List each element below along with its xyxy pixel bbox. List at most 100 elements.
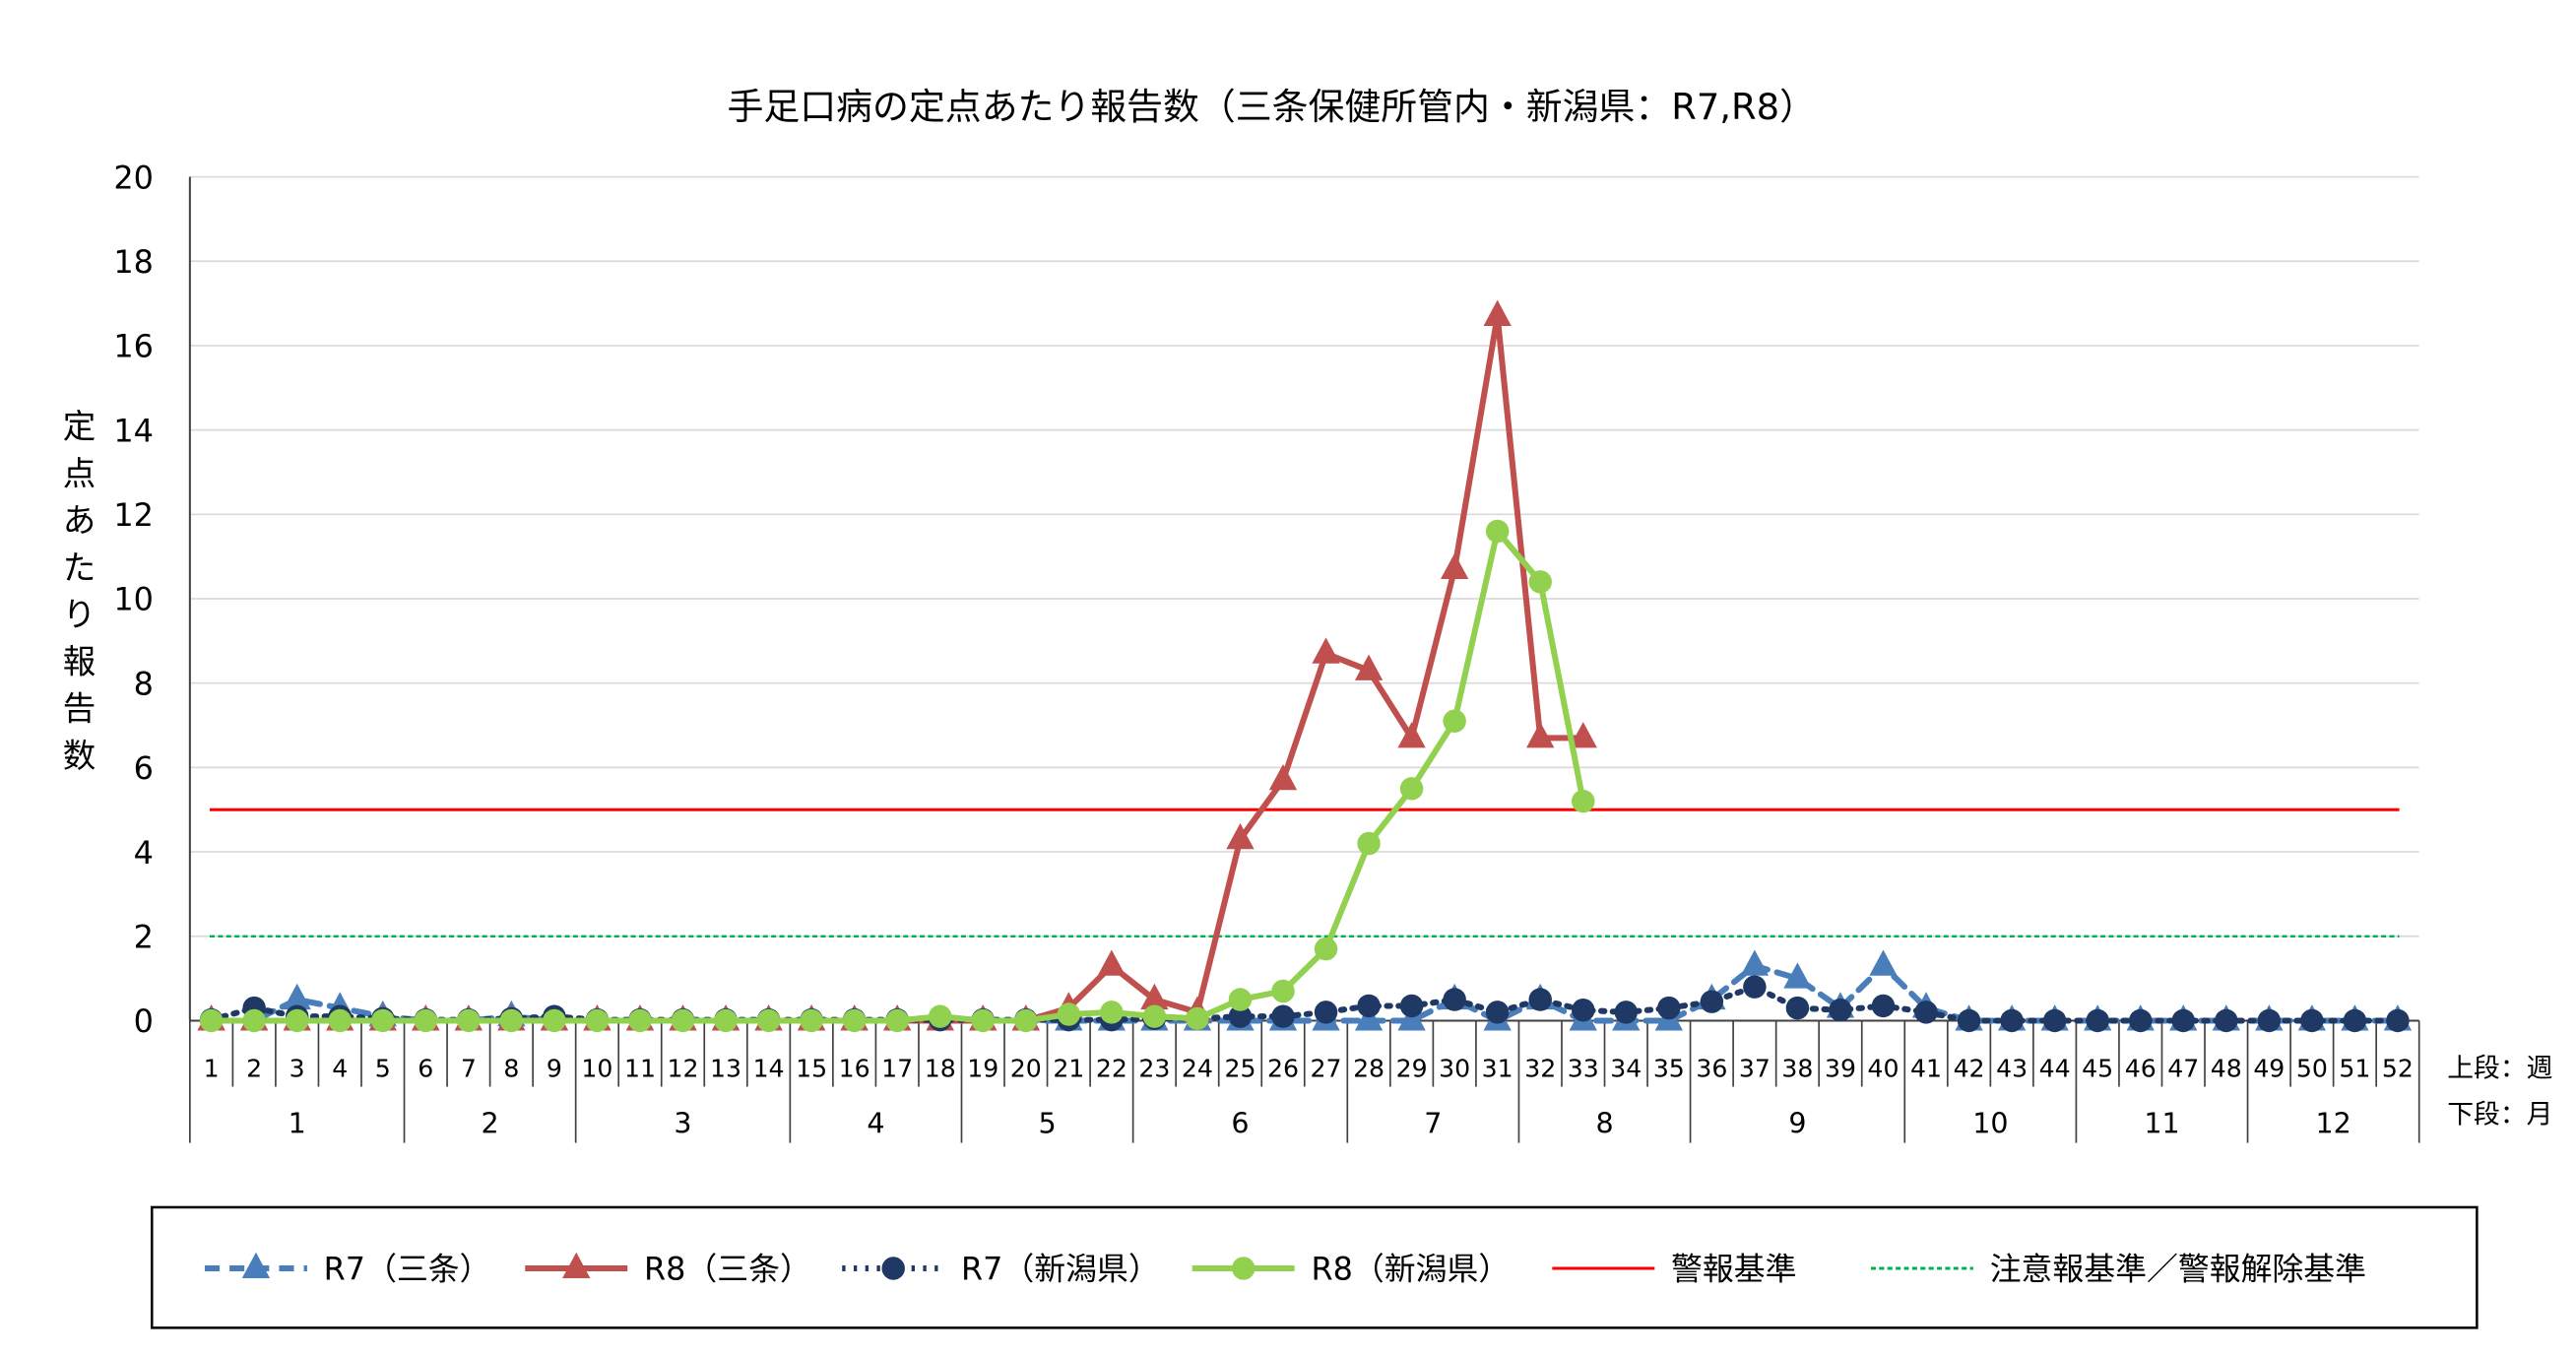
week-tick-label: 11	[624, 1054, 656, 1082]
week-tick-label: 47	[2167, 1054, 2199, 1082]
week-tick-label: 50	[2296, 1054, 2328, 1082]
data-point	[1231, 1257, 1256, 1280]
data-point	[2386, 1008, 2410, 1033]
y-tick-label: 20	[113, 159, 154, 196]
y-axis-label-char: り	[63, 596, 97, 634]
data-point	[285, 1008, 309, 1033]
data-point	[1271, 1004, 1295, 1028]
y-axis-label-char: 告	[63, 689, 97, 728]
data-point	[1572, 789, 1595, 813]
data-point	[1014, 1008, 1038, 1033]
week-tick-label: 42	[1954, 1054, 1985, 1082]
y-axis-label-char: あ	[63, 501, 97, 540]
data-point	[1314, 1001, 1338, 1024]
y-tick-label: 4	[134, 834, 154, 872]
y-tick-label: 0	[134, 1002, 154, 1040]
data-point	[457, 1008, 481, 1033]
data-point	[1354, 654, 1384, 680]
data-point	[1740, 949, 1770, 976]
week-tick-label: 35	[1653, 1054, 1685, 1082]
legend-item: R8（三条）	[525, 1251, 811, 1288]
chart-title: 手足口病の定点あたり報告数（三条保健所管内・新潟県：R7,R8）	[727, 86, 1816, 128]
data-point	[2086, 1008, 2109, 1033]
data-point	[1526, 722, 1555, 748]
data-point	[928, 1004, 952, 1028]
data-point	[1528, 988, 1552, 1011]
week-tick-label: 40	[1867, 1054, 1899, 1082]
week-tick-label: 25	[1224, 1054, 1256, 1082]
data-point	[585, 1008, 610, 1033]
week-tick-label: 2	[246, 1054, 262, 1082]
week-tick-label: 30	[1439, 1054, 1470, 1082]
data-point	[842, 1008, 867, 1033]
data-point	[671, 1008, 695, 1033]
month-tick-label: 9	[1788, 1107, 1806, 1139]
y-tick-label: 16	[113, 328, 154, 365]
y-axis-label: 定点あたり報告数	[63, 408, 97, 776]
month-tick-label: 4	[867, 1107, 884, 1139]
week-tick-label: 36	[1696, 1054, 1727, 1082]
data-point	[1271, 979, 1295, 1003]
week-tick-label: 39	[1825, 1054, 1856, 1082]
y-axis-label-char: 数	[63, 737, 97, 775]
reference-lines	[209, 807, 2400, 937]
data-point	[1228, 988, 1253, 1011]
data-point	[2257, 1008, 2282, 1033]
week-tick-label: 20	[1010, 1054, 1042, 1082]
week-tick-label: 38	[1781, 1054, 1813, 1082]
data-point	[1914, 1001, 1938, 1024]
data-point	[1228, 1004, 1253, 1028]
data-point	[1097, 949, 1127, 976]
data-point	[1312, 637, 1340, 664]
data-point	[1399, 777, 1424, 801]
legend-label: R8（新潟県）	[1311, 1251, 1510, 1288]
series-line	[208, 312, 1586, 1024]
week-tick-label: 6	[418, 1054, 433, 1082]
week-tick-label: 9	[547, 1054, 562, 1082]
legend-item: 注意報基準／警報解除基準	[1870, 1251, 2366, 1288]
data-point	[1785, 996, 1810, 1020]
y-tick-labels: 0 2 4 6 8 10 12 14 16 18 20	[113, 159, 154, 1040]
y-tick-label: 8	[134, 665, 154, 702]
legend-label: 注意報基準／警報解除基準	[1990, 1251, 2366, 1288]
y-axis-label-char: た	[63, 549, 97, 587]
series-group	[197, 299, 1597, 1031]
week-tick-label: 3	[290, 1054, 305, 1082]
week-tick-label: 19	[967, 1054, 998, 1082]
week-tick-label: 1	[204, 1054, 220, 1082]
legend-label: 警報基準	[1671, 1251, 1796, 1288]
data-point	[2343, 1008, 2367, 1033]
week-tick-label: 27	[1311, 1054, 1342, 1082]
data-point	[1528, 570, 1552, 594]
week-tick-label: 8	[503, 1054, 519, 1082]
data-point	[971, 1008, 995, 1033]
data-point	[1657, 996, 1681, 1020]
data-point	[1354, 1004, 1384, 1031]
data-point	[1483, 299, 1512, 326]
data-point	[562, 1252, 591, 1279]
week-tick-label: 34	[1610, 1054, 1642, 1082]
month-tick-label: 7	[1424, 1107, 1442, 1139]
data-point	[714, 1008, 738, 1033]
data-point	[2042, 1008, 2067, 1033]
month-tick-label: 12	[2315, 1107, 2351, 1139]
week-tick-label: 49	[2253, 1054, 2285, 1082]
data-point	[1397, 1004, 1426, 1031]
y-tick-label: 2	[134, 919, 154, 956]
legend-label: R8（三条）	[644, 1251, 811, 1288]
week-tick-label: 41	[1910, 1054, 1942, 1082]
data-point	[1399, 994, 1424, 1018]
x-axis: 1 2 3 4 5 6 7 8 9 10 11 12 13 14 15 16 17 18 19 20 21 22 23 24 2…	[189, 1019, 2420, 1143]
week-tick-label: 48	[2211, 1054, 2242, 1082]
week-tick-label: 32	[1524, 1054, 1556, 1082]
y-tick-label: 14	[113, 412, 154, 449]
axis-note-lower: 下段：月	[2447, 1099, 2552, 1130]
data-point	[756, 1008, 781, 1033]
data-point	[1186, 1006, 1209, 1031]
series-line	[208, 984, 2401, 1024]
data-point	[1957, 1008, 1981, 1033]
month-tick-label: 8	[1595, 1107, 1613, 1139]
data-point	[1443, 988, 1466, 1011]
data-point	[328, 1008, 352, 1033]
